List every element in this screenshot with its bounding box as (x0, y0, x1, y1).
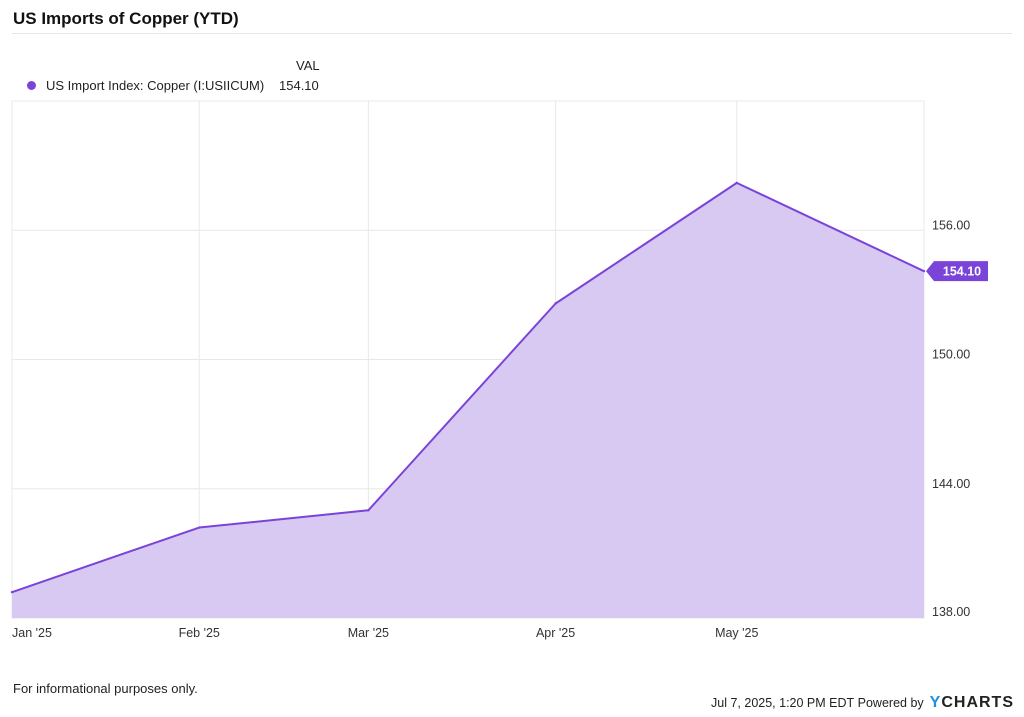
y-tick-label: 150.00 (932, 348, 970, 362)
ycharts-logo[interactable]: Y CHARTS (930, 694, 1014, 712)
footer-powered-by: Powered by (857, 696, 924, 710)
x-tick-label: May '25 (715, 626, 758, 640)
legend-dot-icon (27, 81, 36, 90)
y-tick-label: 156.00 (932, 218, 970, 232)
y-tick-label: 138.00 (932, 605, 970, 619)
ycharts-logo-text: CHARTS (941, 694, 1014, 711)
series-point (735, 181, 738, 185)
footer-disclaimer: For informational purposes only. (13, 681, 198, 696)
series-point (367, 509, 370, 512)
footer-attribution: Jul 7, 2025, 1:20 PM EDT Powered by Y CHA… (711, 694, 1014, 712)
series-point (922, 269, 926, 273)
title-divider (12, 33, 1012, 34)
x-tick-label: Apr '25 (536, 626, 575, 640)
legend-column-header: VAL (296, 58, 320, 73)
legend-entry[interactable]: US Import Index: Copper (I:USIICUM) 154.… (27, 78, 319, 93)
series-point (198, 526, 201, 529)
x-tick-label: Feb '25 (179, 626, 220, 640)
y-tick-label: 144.00 (932, 477, 970, 491)
series-line (11, 181, 925, 594)
series-point (10, 590, 14, 594)
last-value-label: 154.10 (943, 265, 981, 279)
last-value-flag (926, 261, 988, 282)
ycharts-logo-y: Y (929, 694, 942, 711)
legend-series-name: US Import Index: Copper (I:USIICUM) (46, 78, 265, 93)
x-tick-label: Mar '25 (348, 626, 389, 640)
legend-series-value: 154.10 (279, 78, 319, 93)
series-point (554, 302, 557, 305)
x-tick-label: Jan '25 (12, 626, 52, 640)
chart-title: US Imports of Copper (YTD) (13, 9, 239, 28)
footer-timestamp: Jul 7, 2025, 1:20 PM EDT (711, 696, 855, 710)
